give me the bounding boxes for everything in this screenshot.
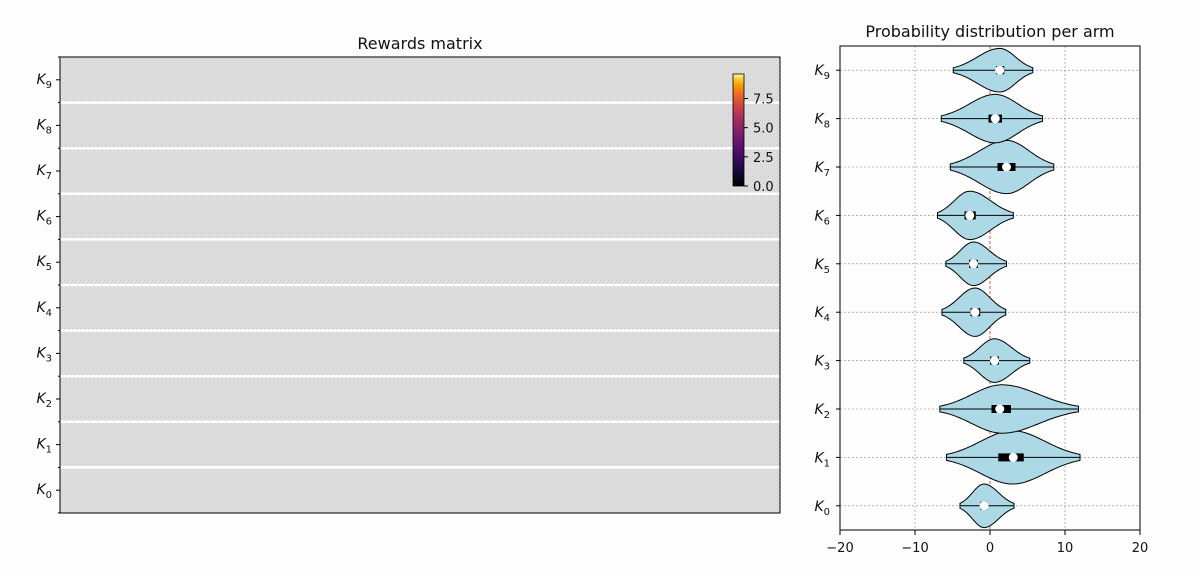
reward-ytick-label-K8: K8 (36, 117, 52, 136)
distribution-ytick-label-K1: K1 (814, 450, 830, 469)
probability-distribution-title: Probability distribution per arm (865, 22, 1114, 41)
distribution-ytick-label-K0: K0 (814, 499, 830, 518)
colorbar-tick-label: 7.5 (753, 93, 774, 108)
violin-median-K2 (995, 404, 1005, 414)
violin-median-K4 (970, 307, 980, 317)
distribution-ytick-label-K3: K3 (814, 354, 830, 373)
reward-row-K1 (60, 421, 780, 468)
distribution-xtick-label: −10 (901, 541, 928, 556)
violin-median-K3 (990, 356, 999, 366)
reward-row-K5 (60, 239, 780, 285)
distribution-xtick-label: 20 (1132, 541, 1149, 556)
reward-ytick-label-K7: K7 (36, 163, 52, 182)
distribution-xtick-label: 0 (986, 541, 994, 556)
reward-row-K9 (60, 57, 780, 103)
reward-ytick-label-K0: K0 (36, 482, 52, 501)
reward-ytick-label-K3: K3 (36, 345, 52, 364)
distribution-ytick-label-K4: K4 (814, 305, 830, 324)
probability-distribution-chart: Probability distribution per arm K0 K1 K2 K… (814, 22, 1148, 556)
distribution-xtick-label: −20 (826, 541, 853, 556)
reward-ytick-label-K9: K9 (36, 72, 52, 91)
reward-row-K0 (60, 467, 780, 513)
colorbar-tick-label: 0.0 (753, 180, 774, 195)
violin-median-K1 (1008, 452, 1018, 462)
reward-row-K3 (60, 330, 780, 377)
reward-row-K7 (60, 148, 780, 194)
reward-ytick-label-K2: K2 (36, 391, 52, 410)
violin-median-K0 (979, 501, 989, 511)
violin-median-K6 (965, 210, 975, 220)
violin-median-K8 (990, 114, 1000, 124)
reward-ytick-label-K6: K6 (36, 209, 52, 228)
distribution-ytick-label-K7: K7 (814, 160, 830, 179)
violin-median-K5 (969, 259, 978, 269)
reward-ytick-label-K4: K4 (36, 300, 52, 319)
violin-median-K9 (995, 65, 1005, 75)
rewards-matrix-chart: Rewards matrix K0 K1 K2 K3 K4 K5 K6 K7 K8 K9 0.0 2… (36, 34, 781, 514)
distribution-ytick-label-K9: K9 (814, 63, 830, 82)
reward-row-K2 (60, 376, 780, 422)
colorbar-gradient (732, 73, 745, 187)
reward-row-K6 (60, 193, 780, 240)
colorbar-tick-label: 5.0 (753, 122, 774, 137)
reward-ytick-label-K1: K1 (36, 437, 52, 456)
reward-row-K8 (60, 102, 780, 149)
distribution-ytick-label-K8: K8 (814, 112, 830, 131)
reward-row-K4 (60, 285, 780, 331)
rewards-colorbar: 0.0 2.5 5.0 7.5 (732, 73, 774, 195)
colorbar-tick-label: 2.5 (753, 151, 774, 166)
distribution-ytick-label-K5: K5 (814, 257, 830, 276)
violin-median-K7 (1002, 162, 1011, 172)
rewards-matrix-title: Rewards matrix (357, 34, 482, 53)
distribution-ytick-label-K2: K2 (814, 402, 830, 421)
reward-ytick-label-K5: K5 (36, 254, 52, 273)
distribution-ytick-label-K6: K6 (814, 208, 830, 227)
distribution-xtick-label: 10 (1057, 541, 1074, 556)
